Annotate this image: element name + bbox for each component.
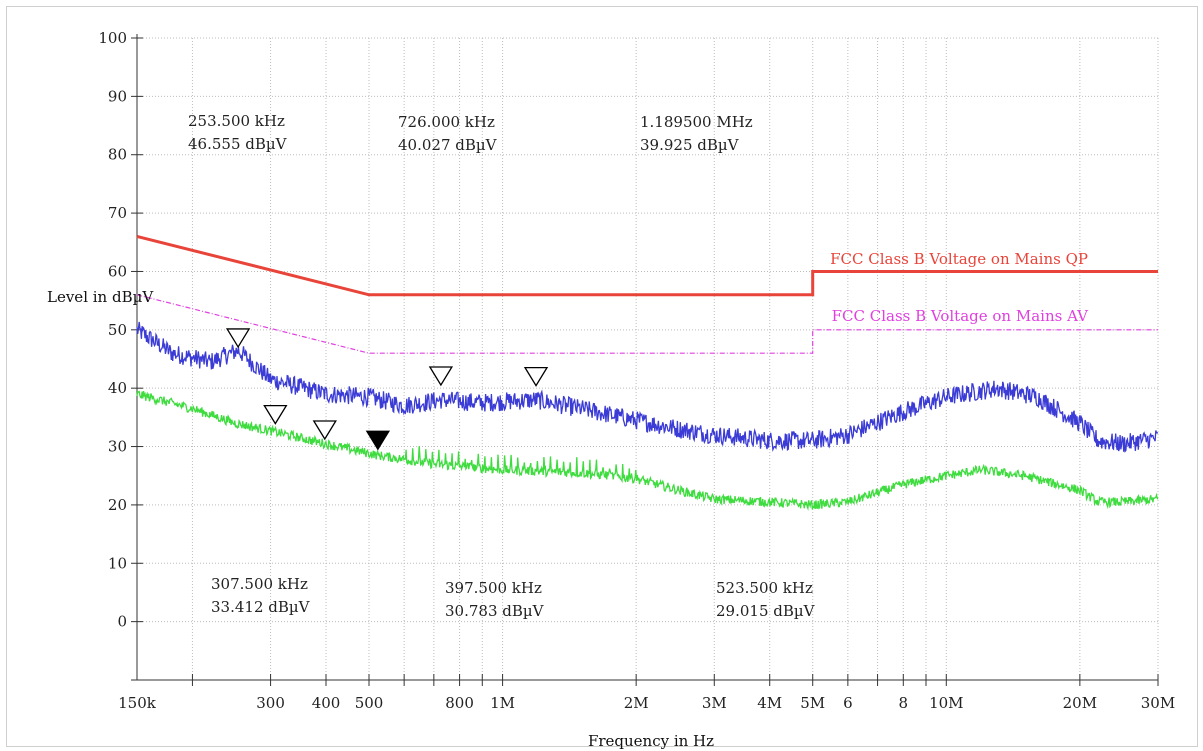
x-tick-label: 30M xyxy=(1141,694,1175,712)
qp-limit-line xyxy=(136,234,1158,297)
x-tick-label: 5M xyxy=(800,694,825,712)
marker-level: 29.015 dBµV xyxy=(716,602,816,620)
x-axis-title: Frequency in Hz xyxy=(588,732,714,750)
qp-trace xyxy=(136,321,1159,453)
x-tick-label: 2M xyxy=(624,694,649,712)
marker-frequency: 523.500 kHz xyxy=(716,579,813,597)
y-tick-label: 100 xyxy=(98,29,127,47)
x-tick-label: 20M xyxy=(1063,694,1097,712)
text-layer: 0 10 20 30 40 50 60 70 80 90 100 150k 300 400 500 800 1M… xyxy=(47,29,1175,750)
marker-frequency: 726.000 kHz xyxy=(398,113,495,131)
y-axis-title: Level in dBµV xyxy=(47,288,154,306)
marker xyxy=(523,366,549,387)
marker-layer xyxy=(225,328,549,451)
x-tick-label: 150k xyxy=(118,694,157,712)
x-tick-label: 3M xyxy=(702,694,727,712)
x-tick-label: 500 xyxy=(355,694,384,712)
marker-level: 30.783 dBµV xyxy=(445,602,545,620)
marker-frequency: 397.500 kHz xyxy=(445,579,542,597)
y-tick-label: 10 xyxy=(108,554,127,572)
av-limit-line xyxy=(136,294,1158,354)
y-tick-label: 0 xyxy=(117,613,127,631)
x-tick-label: 300 xyxy=(256,694,285,712)
marker-level: 40.027 dBµV xyxy=(398,136,498,154)
x-tick-label: 800 xyxy=(445,694,474,712)
y-tick-label: 90 xyxy=(108,87,127,105)
x-tick-label: 4M xyxy=(757,694,782,712)
marker-frequency: 1.189500 MHz xyxy=(640,113,753,131)
y-tick-label: 60 xyxy=(108,262,127,280)
marker xyxy=(428,366,454,387)
av-limit-label: FCC Class B Voltage on Mains AV xyxy=(832,307,1090,325)
marker-level: 46.555 dBµV xyxy=(188,135,288,153)
x-tick-label: 400 xyxy=(312,694,341,712)
y-tick-label: 30 xyxy=(108,438,127,456)
marker-filled xyxy=(365,430,391,451)
x-tick-label: 6 xyxy=(843,694,853,712)
marker xyxy=(312,420,337,441)
x-tick-label: 8 xyxy=(899,694,909,712)
x-tick-label: 10M xyxy=(929,694,963,712)
y-tick-label: 50 xyxy=(108,321,127,339)
marker-level: 39.925 dBµV xyxy=(640,136,740,154)
y-tick-label: 70 xyxy=(108,204,127,222)
marker xyxy=(263,404,288,425)
marker xyxy=(225,328,251,349)
y-tick-label: 20 xyxy=(108,496,127,514)
y-tick-label: 40 xyxy=(108,379,127,397)
x-tick-label: 1M xyxy=(490,694,515,712)
qp-limit-label: FCC Class B Voltage on Mains QP xyxy=(830,250,1088,268)
av-trace xyxy=(136,390,1159,511)
grid xyxy=(131,34,1159,686)
marker-frequency: 307.500 kHz xyxy=(211,575,308,593)
chart-frame xyxy=(6,6,1198,747)
marker-frequency: 253.500 kHz xyxy=(188,112,285,130)
marker-level: 33.412 dBµV xyxy=(211,598,311,616)
series-layer xyxy=(136,234,1159,511)
y-tick-label: 80 xyxy=(108,146,127,164)
